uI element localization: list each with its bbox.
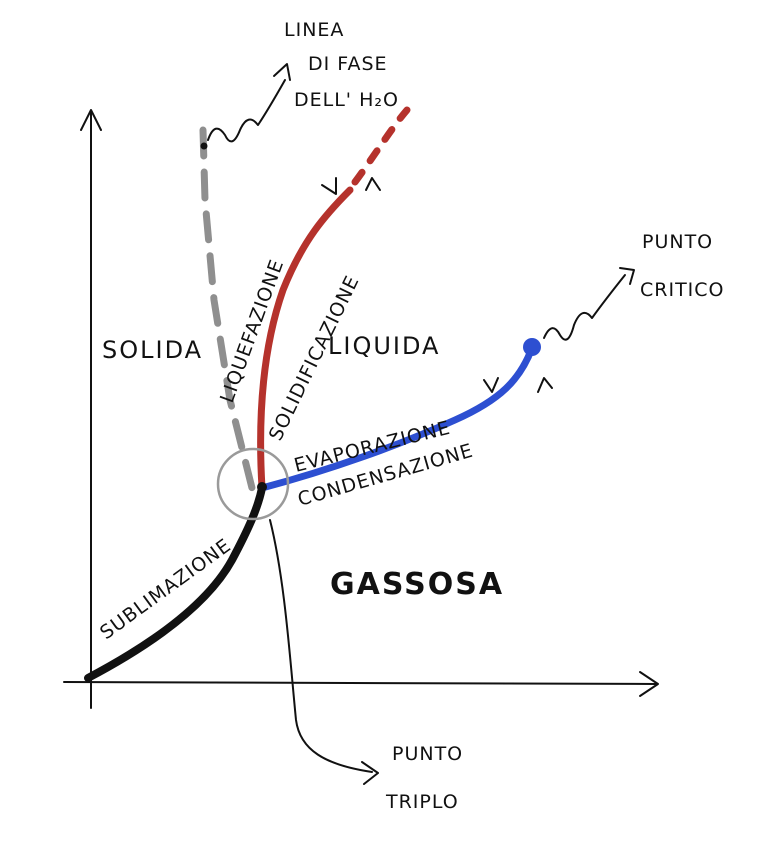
fusion-curve xyxy=(257,186,354,492)
water-line-start-dot xyxy=(200,142,208,150)
liquefaction-label: LIQUEFAZIONE xyxy=(216,256,288,405)
water-line-label-2: DI FASE xyxy=(308,53,388,75)
region-gas-label: GASSOSA xyxy=(330,567,504,602)
triple-point-label-2: TRIPLO xyxy=(385,791,459,813)
x-axis xyxy=(63,671,659,697)
arrow-evaporation xyxy=(483,377,499,393)
y-axis xyxy=(80,109,102,709)
critical-point xyxy=(523,338,541,356)
critical-point-callout: PUNTO CRITICO xyxy=(543,231,725,341)
triple-point-callout: PUNTO TRIPLO xyxy=(269,519,463,813)
sublimation-curve xyxy=(84,484,266,682)
critical-point-label-2: CRITICO xyxy=(640,279,725,301)
arrow-solidification xyxy=(365,177,381,191)
triple-point-circle xyxy=(216,447,290,521)
water-line-label-1: LINEA xyxy=(284,19,344,41)
vaporization-curve xyxy=(258,344,536,492)
arrow-liquefaction xyxy=(321,177,337,195)
triple-point xyxy=(257,482,267,492)
critical-point-label-1: PUNTO xyxy=(642,231,713,253)
region-solid-label: SOLIDA xyxy=(102,336,203,364)
water-phase-line xyxy=(199,126,256,492)
fusion-curve-extension xyxy=(351,106,411,186)
triple-point-label-1: PUNTO xyxy=(392,743,463,765)
arrow-condensation xyxy=(537,377,553,393)
water-line-label-3: DELL' H₂O xyxy=(294,89,399,111)
region-liquid-label: LIQUIDA xyxy=(328,332,440,360)
water-line-callout: LINEA DI FASE DELL' H₂O xyxy=(207,19,399,143)
